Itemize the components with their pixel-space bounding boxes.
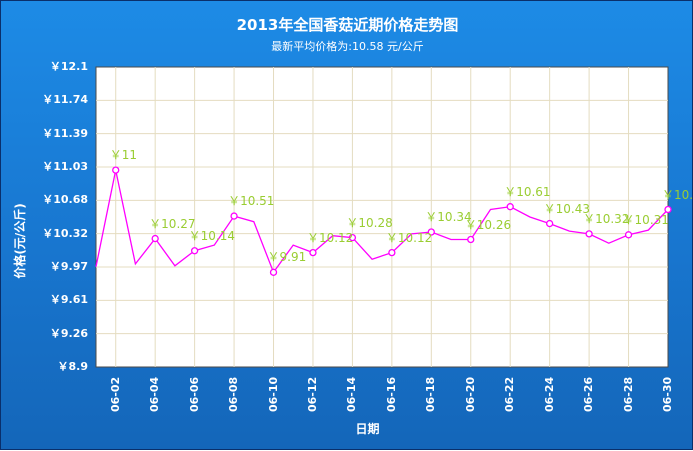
y-tick-label: ￥9.97 (49, 260, 88, 273)
x-tick-label: 06-16 (384, 376, 398, 412)
data-point-marker (309, 248, 317, 257)
y-tick-label: ￥11.39 (42, 126, 88, 140)
data-point-marker (388, 248, 396, 257)
data-label: ￥10.12 (306, 230, 354, 245)
y-tick-label: ￥11.03 (42, 160, 88, 173)
data-label: ￥10.61 (504, 184, 551, 199)
x-tick-label: 06-20 (463, 376, 477, 412)
chart-subtitle: 最新平均价格为:10.58 元/公斤 (271, 40, 424, 53)
data-label: ￥10.32 (583, 211, 630, 226)
x-tick-label: 06-30 (661, 376, 674, 412)
y-tick-label: ￥8.9 (57, 360, 89, 373)
data-label: ￥10.12 (385, 230, 433, 245)
data-point-marker (230, 212, 238, 220)
data-point-marker (190, 247, 199, 255)
y-tick-label: ￥12.1 (49, 60, 88, 73)
x-tick-label: 06-02 (108, 376, 122, 412)
x-tick-label: 06-06 (187, 376, 201, 412)
data-point-marker (624, 231, 633, 239)
x-tick-label: 06-24 (542, 376, 556, 412)
x-tick-label: 06-18 (424, 376, 438, 412)
data-point-marker (348, 233, 357, 242)
y-tick-label: ￥11.74 (42, 93, 88, 107)
x-tick-label: 06-10 (266, 376, 280, 412)
x-tick-label: 06-14 (345, 376, 359, 412)
data-label: ￥10.26 (464, 217, 512, 232)
data-point-marker (269, 268, 278, 276)
data-point-marker (151, 234, 159, 243)
data-point-marker (546, 219, 554, 228)
data-label: ￥10.28 (346, 215, 393, 230)
data-point-marker (664, 205, 672, 214)
y-tick-label: ￥9.26 (49, 326, 88, 340)
x-axis-title: 日期 (355, 422, 380, 436)
y-tick-label: ￥10.32 (42, 226, 88, 240)
data-label: ￥10.27 (149, 216, 196, 231)
data-label: ￥10.34 (425, 210, 472, 224)
data-point-marker (585, 230, 593, 238)
data-point-marker (467, 235, 475, 244)
series-line (95, 169, 669, 274)
data-label: ￥11 (109, 148, 137, 163)
plot-area (95, 66, 669, 368)
data-label: ￥10.14 (188, 228, 235, 243)
data-label: ￥10.43 (543, 201, 590, 216)
y-tick-label: ￥9.61 (49, 293, 88, 307)
x-tick-label: 06-08 (227, 376, 241, 412)
data-point-marker (506, 203, 514, 211)
x-tick-label: 06-04 (148, 376, 162, 412)
chart-title: 2013年全国香菇近期价格走势图 (236, 16, 459, 34)
x-tick-label: 06-28 (621, 376, 635, 412)
x-tick-label: 06-26 (582, 376, 596, 412)
data-label: ￥10.58 (662, 187, 693, 202)
x-tick-label: 06-12 (305, 376, 319, 412)
x-tick-label: 06-22 (503, 376, 517, 412)
data-point-marker (427, 228, 435, 236)
data-label: ￥10.31 (622, 212, 669, 227)
data-label: ￥10.51 (228, 194, 275, 209)
y-tick-label: ￥10.68 (42, 193, 88, 207)
data-point-marker (112, 166, 120, 174)
data-label: ￥9.91 (267, 250, 307, 265)
